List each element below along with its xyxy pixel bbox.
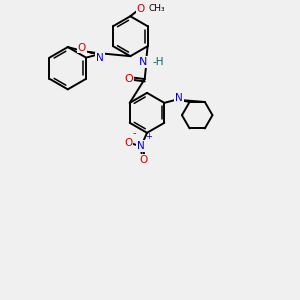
Text: CH₃: CH₃ — [149, 4, 166, 14]
Text: O: O — [77, 43, 86, 53]
Text: N: N — [139, 57, 147, 67]
Text: -H: -H — [153, 57, 164, 67]
Text: O: O — [140, 155, 148, 165]
Text: O: O — [137, 4, 145, 14]
Text: -: - — [132, 128, 136, 138]
Text: N: N — [175, 93, 183, 103]
Text: O: O — [124, 138, 132, 148]
Text: +: + — [145, 132, 152, 141]
Text: N: N — [137, 141, 144, 151]
Text: O: O — [125, 74, 134, 84]
Text: N: N — [96, 52, 104, 63]
